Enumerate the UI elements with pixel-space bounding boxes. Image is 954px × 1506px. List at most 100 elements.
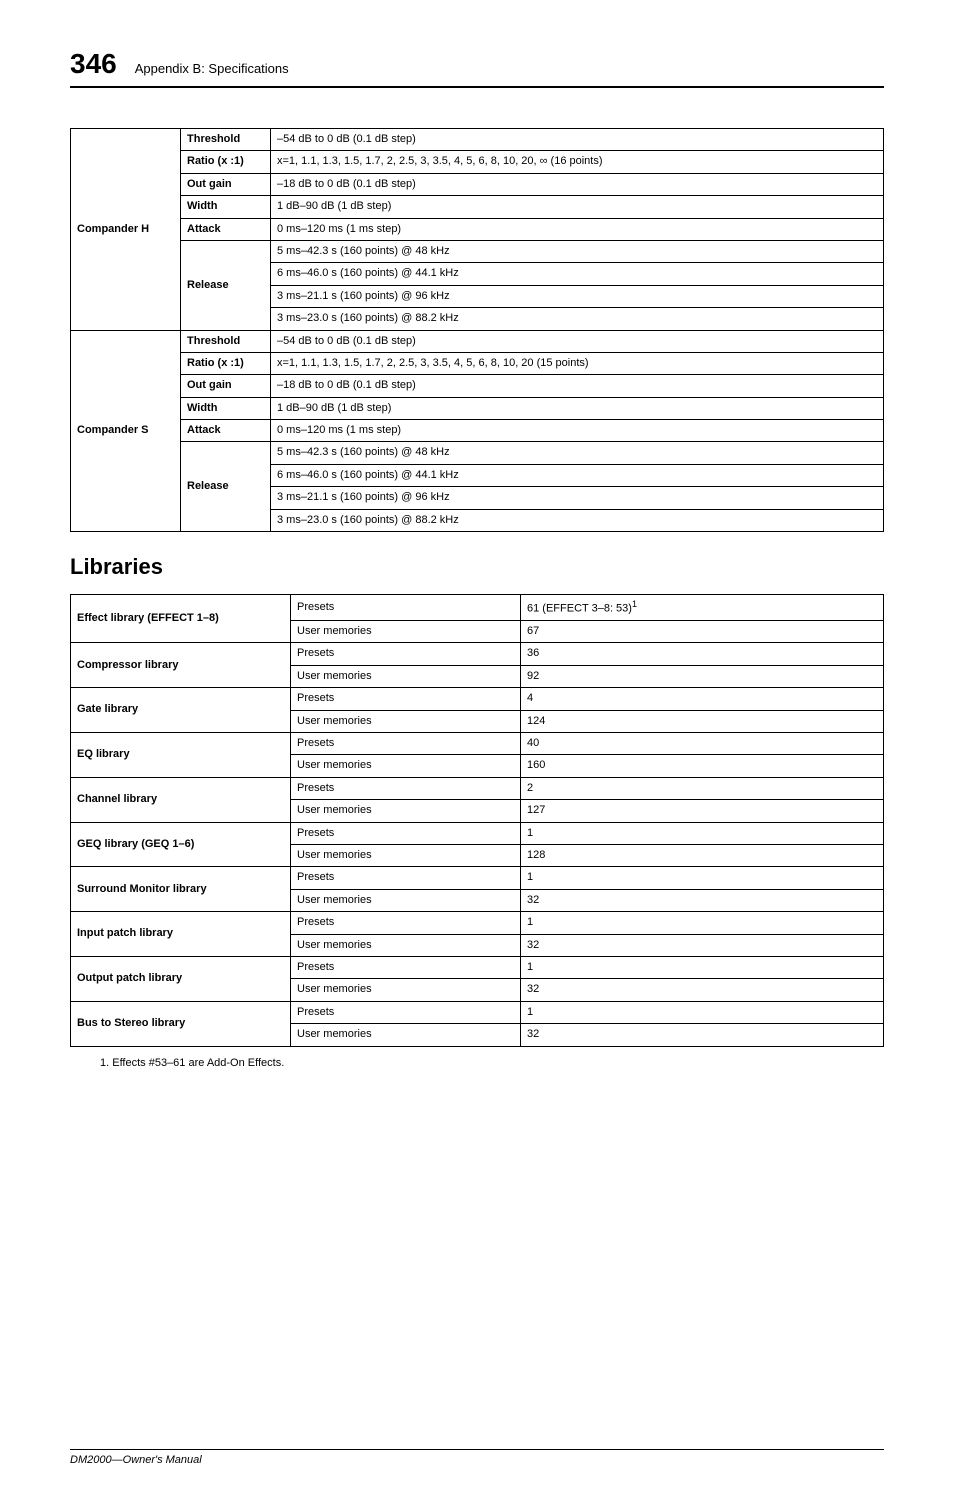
value-cell: x=1, 1.1, 1.3, 1.5, 1.7, 2, 2.5, 3, 3.5,… <box>271 151 884 173</box>
table-row: Input patch libraryPresets1 <box>71 912 884 934</box>
table-row: Width1 dB–90 dB (1 dB step) <box>71 397 884 419</box>
value-cell: x=1, 1.1, 1.3, 1.5, 1.7, 2, 2.5, 3, 3.5,… <box>271 352 884 374</box>
table-row: Out gain–18 dB to 0 dB (0.1 dB step) <box>71 375 884 397</box>
user-mem-label-cell: User memories <box>291 710 521 732</box>
presets-value-cell: 61 (EFFECT 3–8: 53)1 <box>521 595 884 621</box>
table-row: Compressor libraryPresets36 <box>71 643 884 665</box>
presets-value-cell: 1 <box>521 867 884 889</box>
table-row: Compander HThreshold–54 dB to 0 dB (0.1 … <box>71 129 884 151</box>
user-mem-label-cell: User memories <box>291 889 521 911</box>
user-mem-label-cell: User memories <box>291 934 521 956</box>
table-row: Surround Monitor libraryPresets1 <box>71 867 884 889</box>
value-cell: 1 dB–90 dB (1 dB step) <box>271 397 884 419</box>
presets-label-cell: Presets <box>291 912 521 934</box>
library-name-cell: Input patch library <box>71 912 291 957</box>
user-mem-value-cell: 92 <box>521 665 884 687</box>
param-name-cell: Width <box>181 196 271 218</box>
section-title: Appendix B: Specifications <box>135 61 289 76</box>
user-mem-value-cell: 32 <box>521 979 884 1001</box>
param-name-cell: Attack <box>181 420 271 442</box>
table-row: EQ libraryPresets40 <box>71 733 884 755</box>
presets-label-cell: Presets <box>291 733 521 755</box>
library-name-cell: GEQ library (GEQ 1–6) <box>71 822 291 867</box>
param-name-cell: Ratio (x :1) <box>181 352 271 374</box>
table-row: Width1 dB–90 dB (1 dB step) <box>71 196 884 218</box>
libraries-table: Effect library (EFFECT 1–8)Presets61 (EF… <box>70 594 884 1046</box>
param-name-cell: Ratio (x :1) <box>181 151 271 173</box>
value-cell: –18 dB to 0 dB (0.1 dB step) <box>271 375 884 397</box>
table-row: Out gain–18 dB to 0 dB (0.1 dB step) <box>71 173 884 195</box>
presets-value-cell: 2 <box>521 777 884 799</box>
library-name-cell: Effect library (EFFECT 1–8) <box>71 595 291 643</box>
param-name-cell: Out gain <box>181 173 271 195</box>
presets-label-cell: Presets <box>291 822 521 844</box>
user-mem-label-cell: User memories <box>291 755 521 777</box>
presets-value-cell: 40 <box>521 733 884 755</box>
value-cell: –54 dB to 0 dB (0.1 dB step) <box>271 330 884 352</box>
value-cell: 3 ms–21.1 s (160 points) @ 96 kHz <box>271 487 884 509</box>
presets-value-cell: 1 <box>521 1001 884 1023</box>
table-row: Release5 ms–42.3 s (160 points) @ 48 kHz <box>71 240 884 262</box>
libraries-heading: Libraries <box>70 554 884 580</box>
user-mem-value-cell: 32 <box>521 934 884 956</box>
value-cell: 3 ms–23.0 s (160 points) @ 88.2 kHz <box>271 509 884 531</box>
table-row: Attack0 ms–120 ms (1 ms step) <box>71 420 884 442</box>
value-cell: 6 ms–46.0 s (160 points) @ 44.1 kHz <box>271 263 884 285</box>
presets-label-cell: Presets <box>291 688 521 710</box>
param-name-cell: Out gain <box>181 375 271 397</box>
user-mem-label-cell: User memories <box>291 621 521 643</box>
param-name-cell: Attack <box>181 218 271 240</box>
group-name-cell: Compander S <box>71 330 181 532</box>
group-name-cell: Compander H <box>71 129 181 331</box>
user-mem-value-cell: 124 <box>521 710 884 732</box>
user-mem-value-cell: 160 <box>521 755 884 777</box>
value-cell: –54 dB to 0 dB (0.1 dB step) <box>271 129 884 151</box>
value-cell: 0 ms–120 ms (1 ms step) <box>271 420 884 442</box>
user-mem-label-cell: User memories <box>291 665 521 687</box>
presets-label-cell: Presets <box>291 595 521 621</box>
page-footer: DM2000—Owner's Manual <box>70 1449 884 1466</box>
value-cell: 3 ms–21.1 s (160 points) @ 96 kHz <box>271 285 884 307</box>
presets-label-cell: Presets <box>291 1001 521 1023</box>
table-row: Attack0 ms–120 ms (1 ms step) <box>71 218 884 240</box>
presets-value-cell: 36 <box>521 643 884 665</box>
footnote-ref: 1 <box>632 599 637 609</box>
table-row: Channel libraryPresets2 <box>71 777 884 799</box>
table-row: Release5 ms–42.3 s (160 points) @ 48 kHz <box>71 442 884 464</box>
presets-label-cell: Presets <box>291 643 521 665</box>
table-footnote: 1. Effects #53–61 are Add-On Effects. <box>100 1057 884 1069</box>
user-mem-value-cell: 128 <box>521 844 884 866</box>
value-cell: 3 ms–23.0 s (160 points) @ 88.2 kHz <box>271 308 884 330</box>
user-mem-label-cell: User memories <box>291 800 521 822</box>
library-name-cell: Output patch library <box>71 956 291 1001</box>
table-row: Ratio (x :1)x=1, 1.1, 1.3, 1.5, 1.7, 2, … <box>71 352 884 374</box>
user-mem-label-cell: User memories <box>291 844 521 866</box>
compander-spec-table: Compander HThreshold–54 dB to 0 dB (0.1 … <box>70 128 884 532</box>
param-name-cell: Threshold <box>181 129 271 151</box>
presets-label-cell: Presets <box>291 777 521 799</box>
user-mem-label-cell: User memories <box>291 1024 521 1046</box>
table-row: Output patch libraryPresets1 <box>71 956 884 978</box>
presets-label-cell: Presets <box>291 867 521 889</box>
user-mem-label-cell: User memories <box>291 979 521 1001</box>
param-name-cell: Width <box>181 397 271 419</box>
table-row: GEQ library (GEQ 1–6)Presets1 <box>71 822 884 844</box>
library-name-cell: EQ library <box>71 733 291 778</box>
value-cell: 0 ms–120 ms (1 ms step) <box>271 218 884 240</box>
user-mem-value-cell: 67 <box>521 621 884 643</box>
presets-value-cell: 1 <box>521 956 884 978</box>
param-name-cell: Release <box>181 442 271 532</box>
param-name-cell: Threshold <box>181 330 271 352</box>
table-row: Bus to Stereo libraryPresets1 <box>71 1001 884 1023</box>
presets-label-cell: Presets <box>291 956 521 978</box>
page-number: 346 <box>70 48 117 80</box>
user-mem-value-cell: 127 <box>521 800 884 822</box>
presets-value-cell: 1 <box>521 912 884 934</box>
table-row: Effect library (EFFECT 1–8)Presets61 (EF… <box>71 595 884 621</box>
library-name-cell: Bus to Stereo library <box>71 1001 291 1046</box>
user-mem-value-cell: 32 <box>521 1024 884 1046</box>
presets-value-cell: 4 <box>521 688 884 710</box>
value-cell: 1 dB–90 dB (1 dB step) <box>271 196 884 218</box>
table-row: Gate libraryPresets4 <box>71 688 884 710</box>
param-name-cell: Release <box>181 240 271 330</box>
